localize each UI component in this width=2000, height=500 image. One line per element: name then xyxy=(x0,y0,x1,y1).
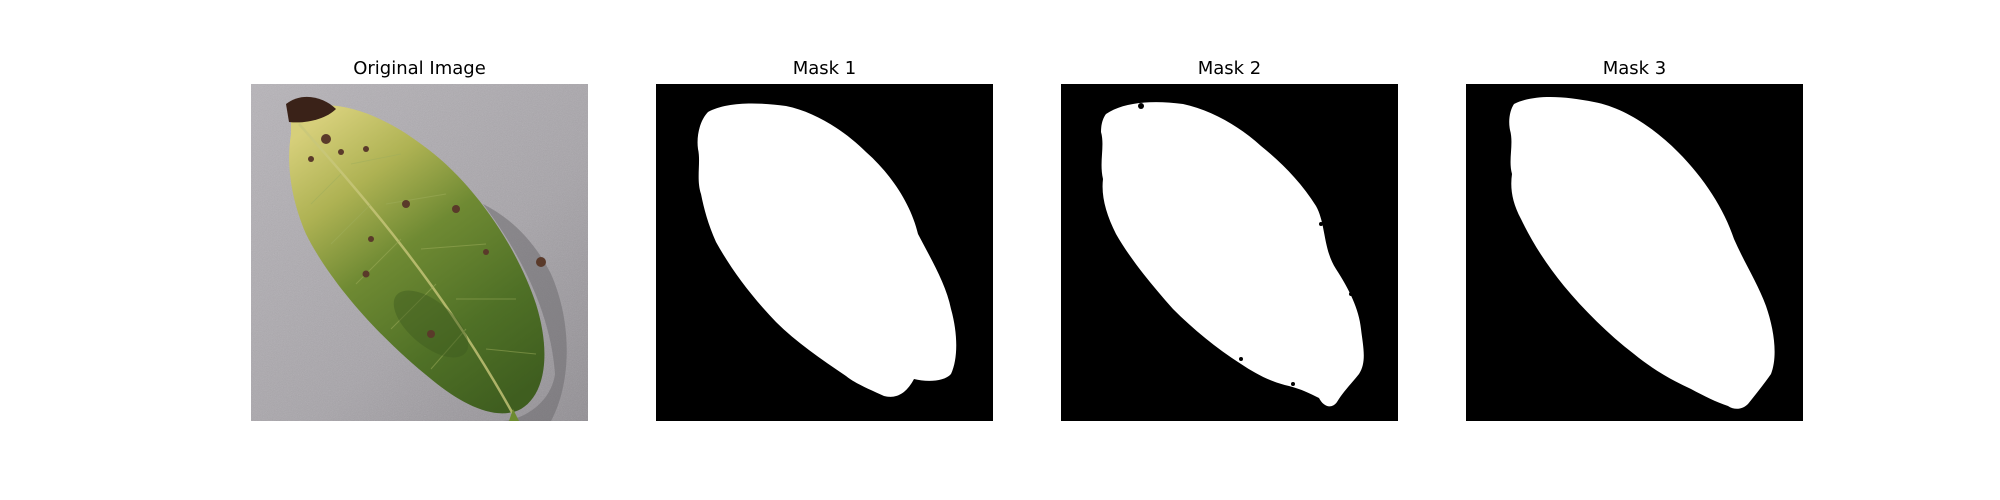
panel-title-mask-3: Mask 3 xyxy=(1602,58,1667,79)
mask-1-panel xyxy=(656,84,993,421)
original-leaf-image xyxy=(251,84,588,421)
mask-1-image xyxy=(656,84,993,421)
mask-2-image xyxy=(1061,84,1398,421)
panel-title-mask-1: Mask 1 xyxy=(792,58,857,79)
original-image-panel xyxy=(251,84,588,421)
mask-3-image xyxy=(1466,84,1803,421)
panel-title-original-image: Original Image xyxy=(353,58,486,79)
mask-2-panel xyxy=(1061,84,1398,421)
mask-3-panel xyxy=(1466,84,1803,421)
panel-title-mask-2: Mask 2 xyxy=(1197,58,1262,79)
